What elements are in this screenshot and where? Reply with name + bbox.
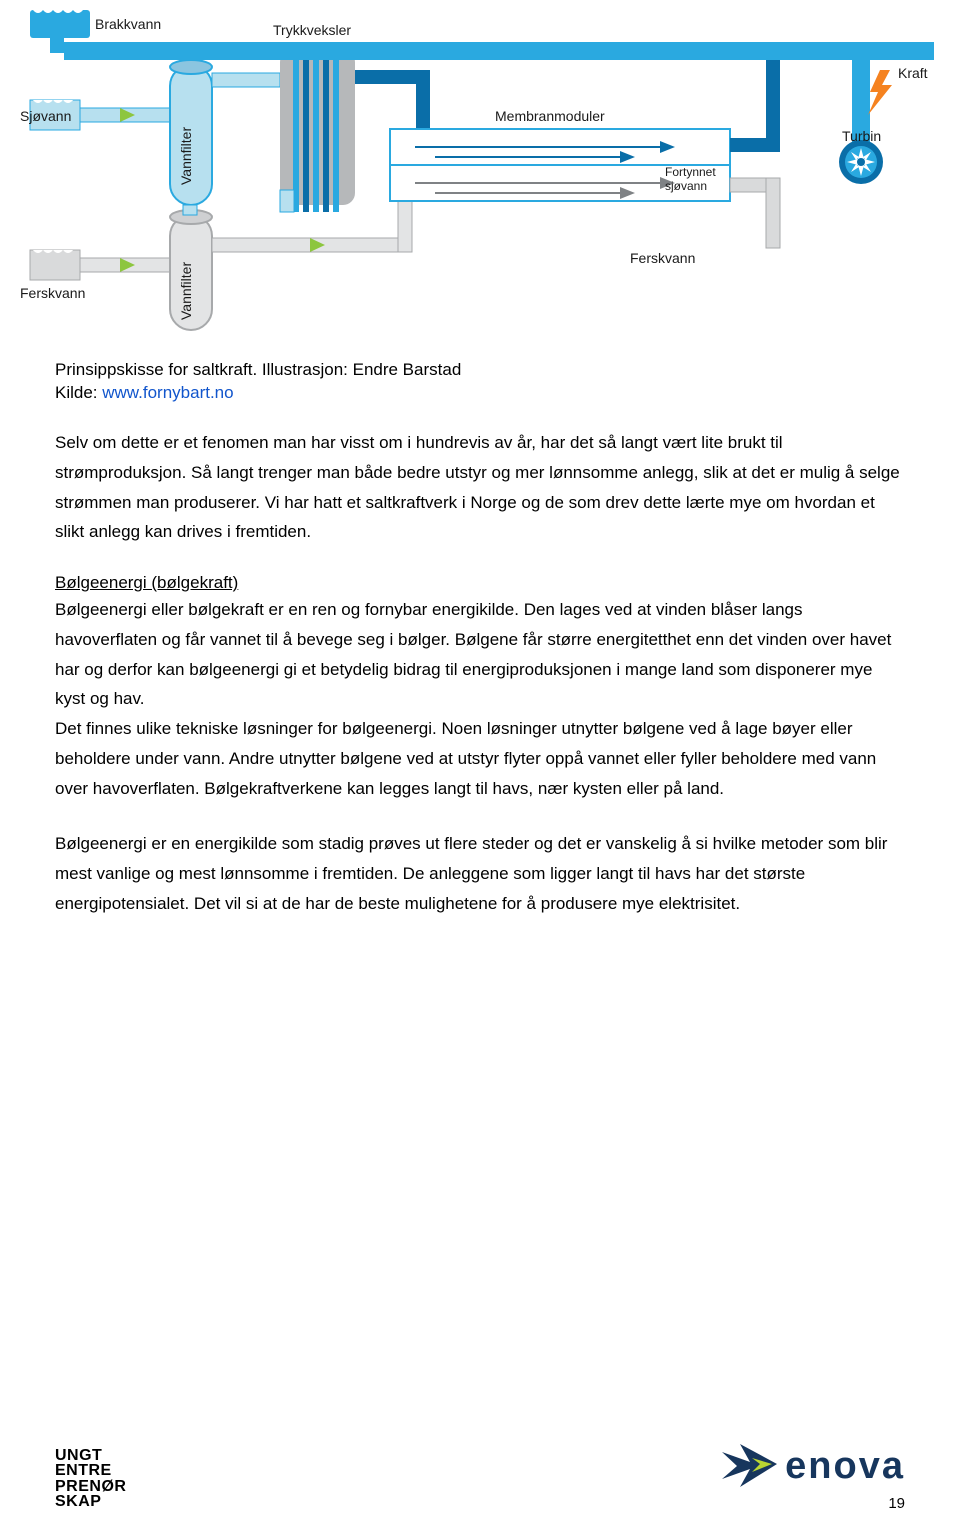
label-sjovann: Sjøvann [20,108,71,124]
label-fortynnet: Fortynnet sjøvann [665,165,716,194]
caption-source-prefix: Kilde: [55,383,102,402]
paragraph-3: Det finnes ulike tekniske løsninger for … [55,714,905,803]
label-ferskvann-left: Ferskvann [20,285,85,301]
label-brakkvann: Brakkvann [95,16,161,32]
ungt-l2: ENTRE [55,1463,126,1478]
label-turbin: Turbin [842,128,881,144]
ungt-l3: PRENØR [55,1479,126,1494]
ungt-l4: SKAP [55,1494,126,1509]
section-heading: Bølgeenergi (bølgekraft) [55,573,905,593]
enova-arrow-icon [722,1444,777,1489]
saltkraft-diagram: Brakkvann Sjøvann Ferskvann Vannfilter V… [20,10,940,340]
diagram-svg [20,10,940,340]
page-footer: UNGT ENTRE PRENØR SKAP enova 19 [0,1444,960,1514]
enova-text: enova [785,1445,905,1488]
page-number: 19 [888,1495,905,1512]
label-vannfilter2: Vannfilter [178,262,194,320]
label-trykkveksler: Trykkveksler [273,22,351,38]
caption-line1: Prinsippskisse for saltkraft. Illustrasj… [55,360,905,380]
label-vannfilter1: Vannfilter [178,127,194,185]
label-ferskvann-right: Ferskvann [630,250,695,266]
paragraph-4: Bølgeenergi er en energikilde som stadig… [55,829,905,918]
text-content: Prinsippskisse for saltkraft. Illustrasj… [0,340,960,919]
label-kraft: Kraft [898,65,928,81]
paragraph-2: Bølgeenergi eller bølgekraft er en ren o… [55,595,905,714]
label-membranmoduler: Membranmoduler [495,108,605,124]
caption-source-link[interactable]: www.fornybart.no [102,383,233,402]
logo-ungt-entreprenor: UNGT ENTRE PRENØR SKAP [55,1448,126,1509]
caption-source: Kilde: www.fornybart.no [55,383,905,403]
paragraph-1: Selv om dette er et fenomen man har viss… [55,428,905,547]
ungt-l1: UNGT [55,1448,126,1463]
logo-enova: enova [722,1444,905,1489]
